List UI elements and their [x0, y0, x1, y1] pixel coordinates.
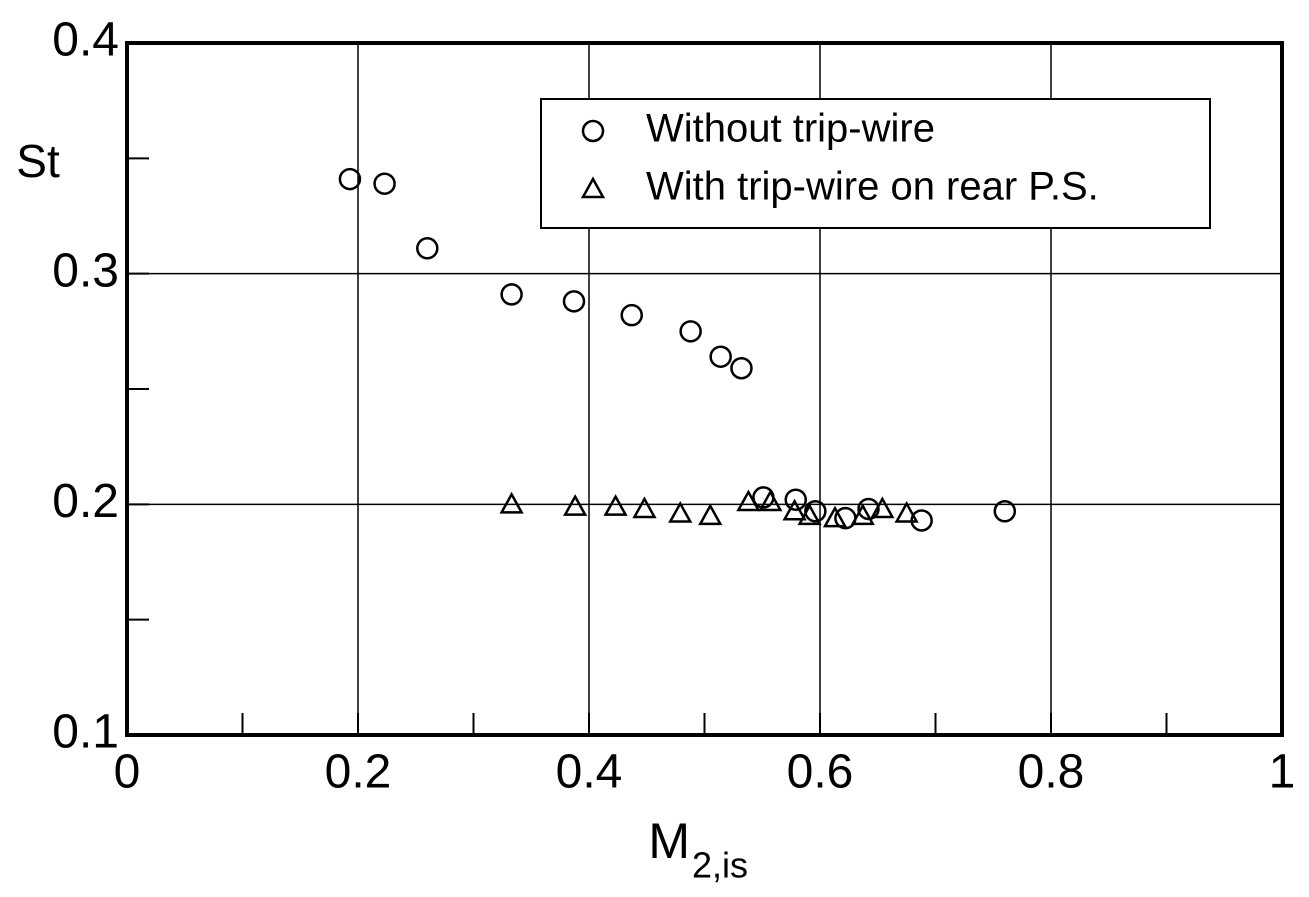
- circle-marker: [500, 283, 523, 306]
- circle-marker: [373, 172, 396, 195]
- triangle-marker: [850, 503, 875, 526]
- circle-marker: [581, 119, 605, 143]
- triangle-marker: [603, 494, 628, 516]
- triangle-marker: [499, 491, 524, 514]
- x-tick-label: 0: [114, 746, 141, 799]
- circle-marker: [562, 290, 586, 313]
- triangle-marker: [782, 498, 807, 521]
- legend-label: With trip-wire on rear P.S.: [646, 165, 1099, 209]
- circle-marker: [784, 488, 807, 511]
- circle-marker: [416, 237, 439, 260]
- triangle-marker: [668, 500, 693, 523]
- triangle-marker: [698, 503, 723, 526]
- plot-frame: [125, 41, 1284, 737]
- triangle-marker: [758, 489, 783, 512]
- y-tick-label: 0.1: [52, 706, 119, 759]
- triangle-marker: [632, 496, 657, 519]
- circle-marker: [730, 356, 753, 380]
- circle-marker: [709, 345, 732, 368]
- circle-marker: [679, 320, 702, 343]
- triangle-marker: [580, 176, 606, 199]
- x-tick-label: 1: [1269, 746, 1296, 799]
- x-axis-label-subscript: 2,is: [692, 845, 748, 886]
- x-axis-label: M: [648, 813, 690, 869]
- circle-marker: [993, 500, 1017, 523]
- triangle-marker: [563, 494, 588, 516]
- triangle-marker: [870, 496, 895, 519]
- circle-marker: [338, 167, 362, 191]
- x-tick-label: 0.4: [556, 746, 623, 799]
- triangle-marker: [736, 489, 761, 512]
- triangle-marker: [822, 505, 848, 528]
- triangle-marker: [797, 503, 822, 526]
- legend-box: [540, 98, 1211, 229]
- y-tick-label: 0.3: [52, 244, 119, 297]
- circle-marker: [857, 497, 880, 521]
- legend-label: Without trip-wire: [646, 107, 935, 151]
- y-tick-label: 0.2: [52, 475, 119, 528]
- x-tick-label: 0.2: [325, 746, 392, 799]
- y-axis-label: St: [16, 135, 60, 187]
- y-tick-label: 0.4: [52, 14, 119, 67]
- x-tick-label: 0.8: [1018, 746, 1085, 799]
- triangle-marker: [894, 500, 919, 523]
- x-tick-label: 0.6: [787, 746, 854, 799]
- circle-marker: [620, 303, 643, 327]
